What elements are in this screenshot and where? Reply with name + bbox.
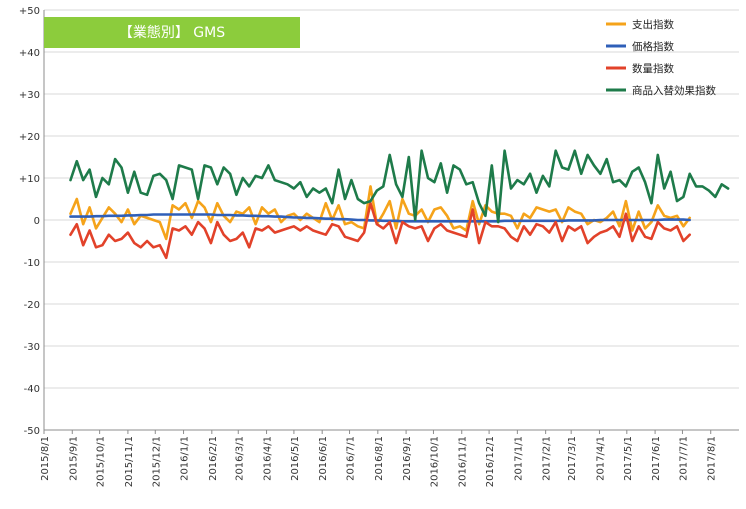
x-tick-label: 2015/11/1 — [124, 436, 135, 487]
chart-title-box: 【業態別】 GMS — [44, 17, 300, 48]
series-line — [69, 185, 692, 241]
x-tick-label: 2017/7/1 — [678, 436, 689, 481]
series-lines — [69, 149, 730, 260]
x-tick-label: 2016/4/1 — [263, 436, 274, 481]
legend-label: 価格指数 — [632, 40, 674, 53]
x-tick-label: 2016/10/1 — [429, 436, 440, 487]
x-tick-label: 2016/3/1 — [234, 436, 245, 481]
x-tick-label: 2016/12/1 — [485, 436, 496, 487]
x-tick-label: 2016/7/1 — [346, 436, 357, 481]
y-tick-label: -50 — [24, 426, 40, 437]
y-tick-label: -10 — [24, 258, 40, 269]
legend-label: 支出指数 — [632, 18, 674, 31]
x-tick-label: 2015/8/1 — [40, 436, 51, 481]
x-tick-label: 2017/6/1 — [651, 436, 662, 481]
x-tick-label: 2017/1/1 — [513, 436, 524, 481]
series-line — [69, 213, 692, 223]
x-tick-label: 2016/9/1 — [402, 436, 413, 481]
x-tick-label: 2016/1/1 — [180, 436, 191, 481]
x-tick-label: 2016/11/1 — [458, 436, 469, 487]
y-tick-label: +50 — [19, 6, 40, 17]
y-tick-label: +20 — [19, 132, 40, 143]
legend-label: 数量指数 — [632, 62, 674, 75]
x-tick-label: 2017/3/1 — [567, 436, 578, 481]
y-tick-label: -30 — [24, 342, 40, 353]
chart-title: 【業態別】 GMS — [119, 25, 225, 41]
x-tick-label: 2016/8/1 — [374, 436, 385, 481]
x-tick-label: 2017/4/1 — [595, 436, 606, 481]
x-tick-label: 2015/12/1 — [151, 436, 162, 487]
x-tick-label: 2015/9/1 — [68, 436, 79, 481]
x-tick-label: 2016/2/1 — [208, 436, 219, 481]
x-tick-label: 2017/2/1 — [542, 436, 553, 481]
legend-label: 商品入替効果指数 — [632, 84, 716, 97]
x-tick-label: 2016/5/1 — [290, 436, 301, 481]
x-tick-label: 2015/10/1 — [96, 436, 107, 487]
y-tick-label: -20 — [24, 300, 40, 311]
y-tick-label: +10 — [19, 174, 40, 185]
x-tick-label: 2017/5/1 — [623, 436, 634, 481]
y-tick-label: +40 — [19, 48, 40, 59]
x-tick-label: 2017/8/1 — [707, 436, 718, 481]
y-tick-label: 0 — [34, 216, 40, 227]
y-tick-label: -40 — [24, 384, 40, 395]
x-tick-label: 2016/6/1 — [318, 436, 329, 481]
chart-title-background — [44, 17, 300, 48]
series-line — [69, 201, 692, 260]
y-tick-label: +30 — [19, 90, 40, 101]
series-line — [69, 149, 730, 224]
